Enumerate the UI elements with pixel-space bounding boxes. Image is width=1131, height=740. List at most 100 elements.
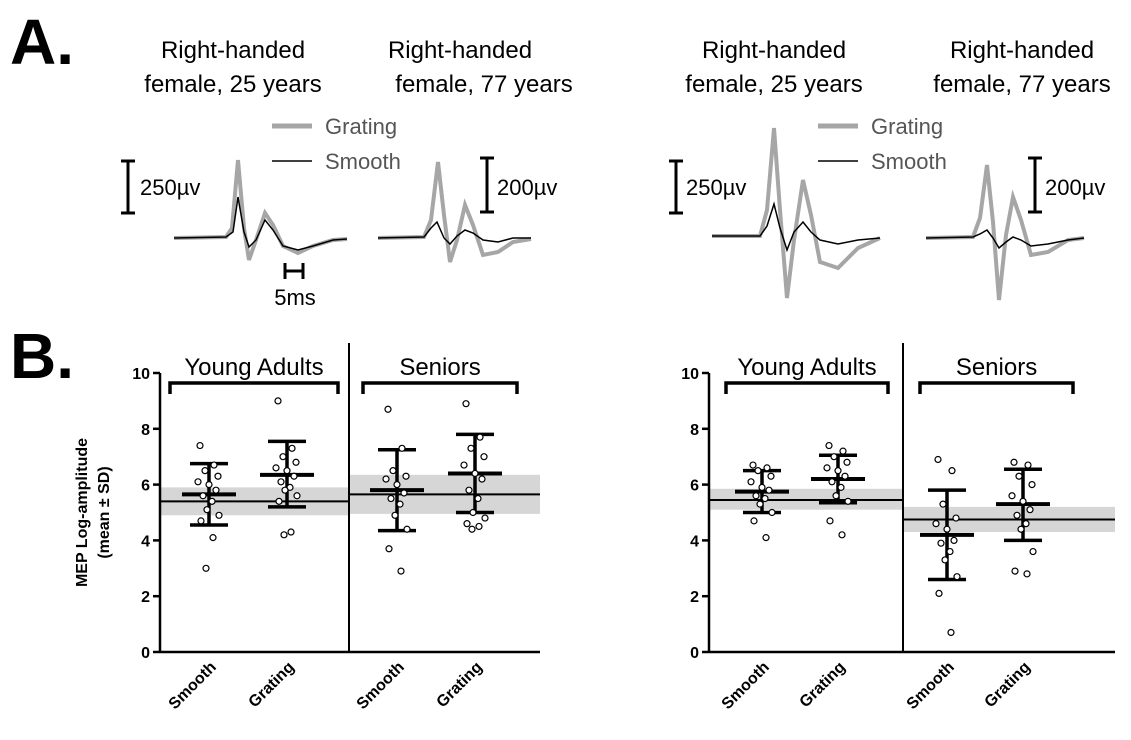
data-point — [274, 397, 282, 405]
waveform-panel-3 — [712, 127, 881, 299]
data-point — [937, 539, 945, 547]
grating-trace — [712, 127, 881, 299]
waveform-panel-2 — [377, 161, 532, 263]
trace-panel-4: Right-handed female, 77 years — [933, 37, 1110, 98]
x-category-label: Smooth — [354, 659, 408, 713]
legend-smooth-label: Smooth — [325, 149, 401, 174]
trace-title-line2: female, 25 years — [144, 71, 321, 98]
data-point — [768, 508, 776, 517]
x-category-label: Smooth — [166, 659, 220, 713]
legend-smooth-label: Smooth — [871, 149, 947, 174]
y-tick-label: 0 — [141, 645, 150, 662]
time-scale-label: 5ms — [274, 285, 316, 310]
data-point — [462, 400, 470, 408]
group-label: Young Adults — [737, 354, 876, 381]
data-point — [932, 520, 940, 528]
data-point — [277, 478, 285, 486]
data-point — [469, 508, 477, 517]
data-point — [841, 472, 849, 480]
data-point — [947, 628, 955, 637]
x-category-label: Grating — [797, 659, 849, 711]
data-point — [1010, 458, 1018, 466]
trace-title-line1: Right-handed — [950, 37, 1094, 64]
data-point — [208, 497, 216, 505]
data-point — [843, 458, 851, 466]
data-point — [762, 534, 770, 542]
data-point — [389, 467, 397, 475]
data-point — [196, 441, 204, 450]
y-axis-label: MEP Log-amplitude — [74, 438, 91, 587]
data-point — [199, 492, 207, 500]
data-point — [402, 472, 410, 480]
x-category-label: Grating — [982, 659, 1034, 711]
data-point — [396, 500, 404, 508]
data-point — [756, 500, 764, 508]
data-point — [471, 469, 479, 478]
x-category-label: Grating — [434, 659, 486, 711]
data-point — [398, 444, 406, 452]
data-point — [279, 453, 287, 461]
data-point — [1019, 497, 1027, 505]
data-point — [290, 472, 298, 480]
data-point — [288, 444, 296, 452]
data-point — [275, 497, 283, 505]
data-point — [203, 506, 211, 514]
trace-legend-right: Grating Smooth — [818, 114, 947, 174]
data-point — [765, 486, 773, 494]
data-point — [754, 467, 762, 475]
data-point — [292, 458, 300, 466]
data-point — [476, 433, 484, 441]
data-point — [403, 525, 411, 533]
trace-title-line2: female, 77 years — [933, 71, 1110, 98]
waveform-panel-4 — [925, 164, 1085, 301]
data-point — [935, 589, 943, 598]
data-point — [280, 531, 288, 539]
data-point — [939, 500, 947, 508]
data-point — [825, 441, 833, 450]
data-point — [272, 464, 280, 472]
y-tick-label: 10 — [681, 366, 699, 383]
amplitude-scale-bar-2 — [480, 156, 494, 214]
data-point — [194, 478, 202, 486]
data-point — [281, 486, 289, 494]
data-point — [465, 486, 473, 494]
data-point — [763, 464, 771, 472]
group-bracket — [724, 381, 890, 394]
data-point — [943, 525, 951, 533]
trace-panel-1: Right-handed female, 25 years — [144, 37, 321, 98]
data-point — [1017, 525, 1025, 533]
data-point — [209, 534, 217, 542]
data-point — [480, 453, 488, 461]
data-point — [837, 483, 845, 491]
y-tick-label: 0 — [690, 645, 699, 662]
y-tick-label: 4 — [690, 533, 699, 550]
data-point — [1024, 461, 1032, 469]
data-point — [838, 531, 846, 539]
data-point — [468, 525, 476, 533]
amplitude-scale-bar-4 — [1028, 156, 1042, 214]
data-point — [283, 467, 291, 475]
group-label: Seniors — [956, 354, 1037, 381]
amplitude-scale-bar-3 — [669, 159, 683, 215]
data-point — [844, 497, 852, 505]
panel-letter-b: B. — [10, 320, 74, 392]
data-point — [946, 547, 954, 556]
data-point — [952, 514, 960, 522]
x-category-label: Smooth — [719, 659, 773, 713]
data-point — [397, 567, 405, 575]
trace-legend-left: Grating Smooth — [272, 114, 401, 174]
data-point — [475, 522, 483, 531]
group-bracket — [168, 381, 340, 394]
data-point — [391, 511, 399, 519]
data-point — [460, 461, 468, 469]
waveform-panel-1 — [173, 159, 348, 261]
grating-trace — [377, 161, 532, 263]
group-label: Seniors — [399, 354, 480, 381]
data-point — [747, 478, 755, 486]
trace-title-line1: Right-handed — [388, 37, 532, 64]
data-point — [752, 492, 760, 500]
y-tick-label: 4 — [141, 533, 150, 550]
mep-chart-right-hand: 0 2 4 6 8 10 MEP Log-amplitude (mean ± SD) Young… — [74, 343, 540, 713]
data-point — [950, 536, 958, 545]
